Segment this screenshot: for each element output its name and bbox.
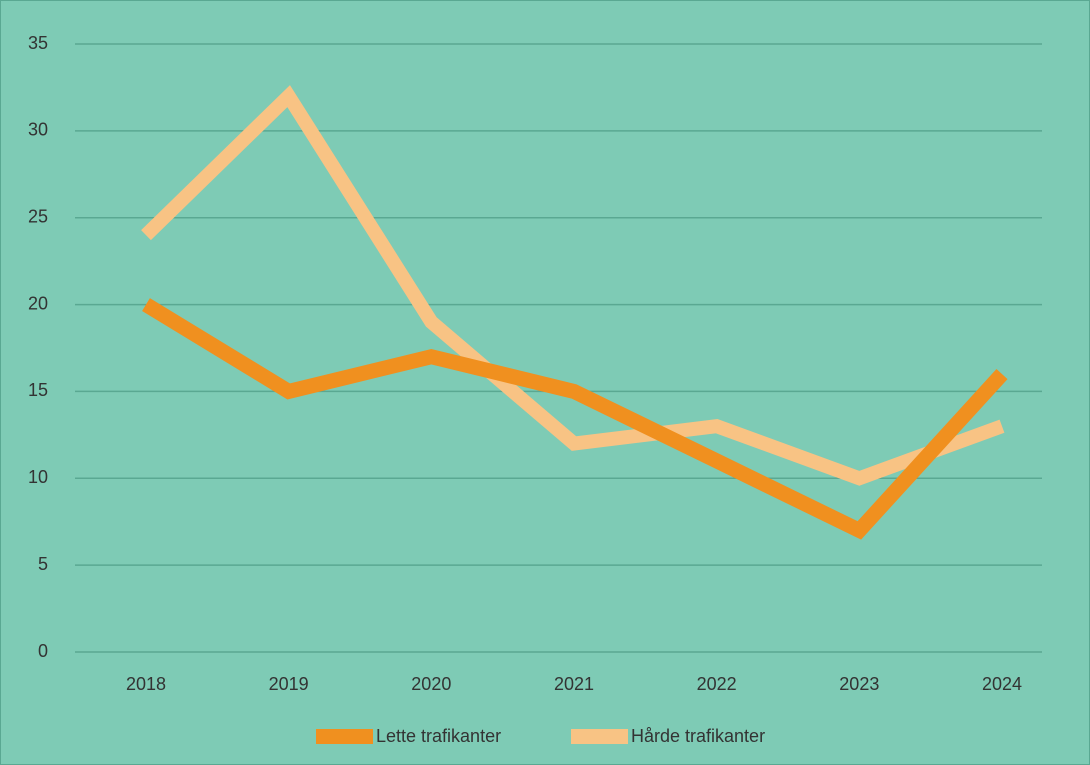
legend-swatch — [316, 729, 373, 744]
y-tick-label: 15 — [28, 380, 48, 400]
x-tick-label: 2018 — [126, 674, 166, 694]
y-tick-label: 35 — [28, 33, 48, 53]
y-tick-label: 5 — [38, 554, 48, 574]
series-line — [141, 85, 1005, 486]
x-tick-label: 2019 — [269, 674, 309, 694]
x-tick-label: 2024 — [982, 674, 1022, 694]
y-tick-label: 25 — [28, 206, 48, 226]
x-tick-label: 2020 — [411, 674, 451, 694]
y-tick-label: 20 — [28, 293, 48, 313]
legend-label: Hårde trafikanter — [631, 726, 765, 746]
x-tick-label: 2021 — [554, 674, 594, 694]
series-line — [142, 298, 1008, 540]
y-tick-label: 0 — [38, 641, 48, 661]
legend-label: Lette trafikanter — [376, 726, 501, 746]
x-tick-label: 2022 — [697, 674, 737, 694]
legend-swatch — [571, 729, 628, 744]
x-tick-label: 2023 — [839, 674, 879, 694]
y-tick-label: 10 — [28, 467, 48, 487]
y-tick-label: 30 — [28, 120, 48, 140]
